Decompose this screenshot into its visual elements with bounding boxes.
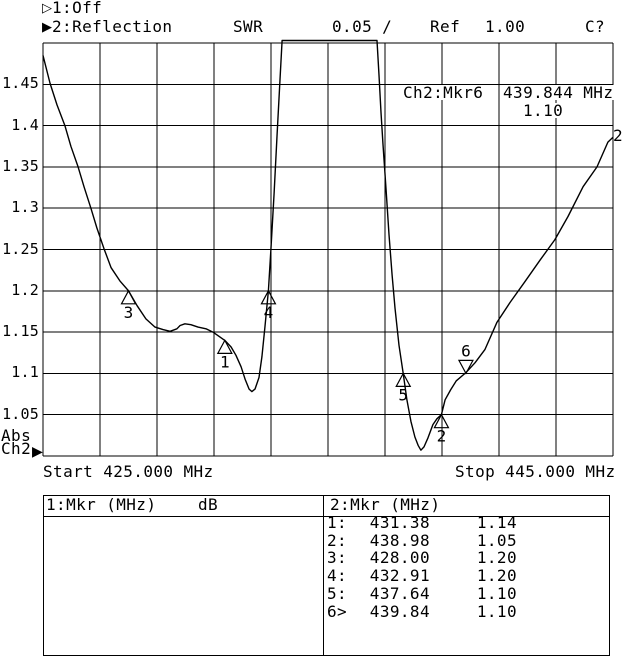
marker-row-2-freq: 438.98 (369, 530, 430, 550)
cal-status: C? (585, 17, 606, 36)
channel-label: Ch2 (1, 439, 32, 458)
swr-trace (42, 39, 614, 451)
marker-table (43, 495, 610, 656)
marker-row-5-value: 1.10 (476, 583, 517, 603)
marker-readout-frequency: 439.844 MHz (502, 83, 615, 102)
marker-2-label: 2 (437, 427, 447, 446)
marker-row-1-id: 1: (327, 513, 348, 532)
marker-5-icon (395, 372, 412, 387)
channel2-label: 2:Reflection (52, 17, 173, 36)
stop-frequency-label: Stop 445.000 MHz (455, 462, 616, 481)
marker-table-right-header: 2:Mkr (MHz) (330, 495, 441, 514)
y-tick-label: 1.45 (2, 74, 39, 93)
marker-row-2-value: 1.05 (476, 530, 517, 550)
marker-row-3-id: 3: (327, 548, 348, 568)
start-frequency-label: Start 425.000 MHz (43, 462, 214, 481)
marker-row-4-value: 1.20 (476, 566, 517, 586)
marker-3-label: 3 (124, 303, 134, 322)
marker-table-left-header: 1:Mkr (MHz) (46, 495, 157, 514)
marker-row-1-value: 1.14 (476, 513, 517, 532)
y-tick-label: 1.2 (11, 280, 39, 299)
marker-readout-channel: Ch2:Mkr6 (402, 83, 485, 102)
marker-1-icon (216, 339, 233, 354)
y-tick-label: 1.15 (2, 322, 39, 341)
marker-row-2-id: 2: (327, 530, 348, 550)
channel2-indicator-icon: ▶ (42, 20, 52, 35)
marker-6-label: 6 (461, 341, 471, 360)
y-tick-label: 1.05 (2, 404, 39, 423)
marker-1-label: 1 (220, 352, 230, 371)
marker-3-icon (120, 289, 137, 305)
marker-6-icon (457, 359, 474, 375)
channel1-indicator-icon: ▷ (42, 1, 52, 16)
y-tick-label: 1.1 (11, 363, 39, 382)
marker-row-6-value: 1.10 (476, 601, 517, 621)
y-tick-label: 1.35 (2, 156, 39, 175)
marker-5-label: 5 (398, 385, 408, 404)
scale-per-div: 0.05 / (332, 17, 393, 36)
marker-table-divider (323, 496, 324, 655)
marker-readout-value: 1.10 (522, 101, 565, 120)
marker-table-left-unit: dB (198, 495, 219, 514)
marker-row-5-freq: 437.64 (369, 583, 430, 603)
channel1-label: 1:Off (52, 0, 103, 17)
y-tick-label: 1.3 (11, 198, 39, 217)
marker-4-label: 4 (264, 303, 274, 322)
marker-row-4-id: 4: (327, 566, 348, 586)
ref-level-arrow-icon: ▶ (32, 444, 43, 460)
scale-type-label: Abs (1, 426, 32, 445)
marker-row-1-freq: 431.38 (369, 513, 430, 532)
marker-table-header-rule (44, 516, 609, 517)
ref-label: Ref (430, 17, 461, 36)
y-tick-label: 1.4 (11, 115, 39, 134)
marker-row-3-value: 1.20 (476, 548, 517, 568)
marker-row-6-freq: 439.84 (369, 601, 430, 621)
marker-4-icon (260, 289, 277, 305)
format-label: SWR (233, 17, 264, 36)
marker-row-4-freq: 432.91 (369, 566, 430, 586)
marker-2-icon (433, 413, 450, 429)
ref-value: 1.00 (485, 17, 526, 36)
trace-number: 2 (613, 126, 624, 145)
y-tick-label: 1.25 (2, 239, 39, 258)
marker-row-6-id: 6> (327, 601, 348, 621)
marker-row-3-freq: 428.00 (369, 548, 430, 568)
marker-row-5-id: 5: (327, 583, 348, 603)
